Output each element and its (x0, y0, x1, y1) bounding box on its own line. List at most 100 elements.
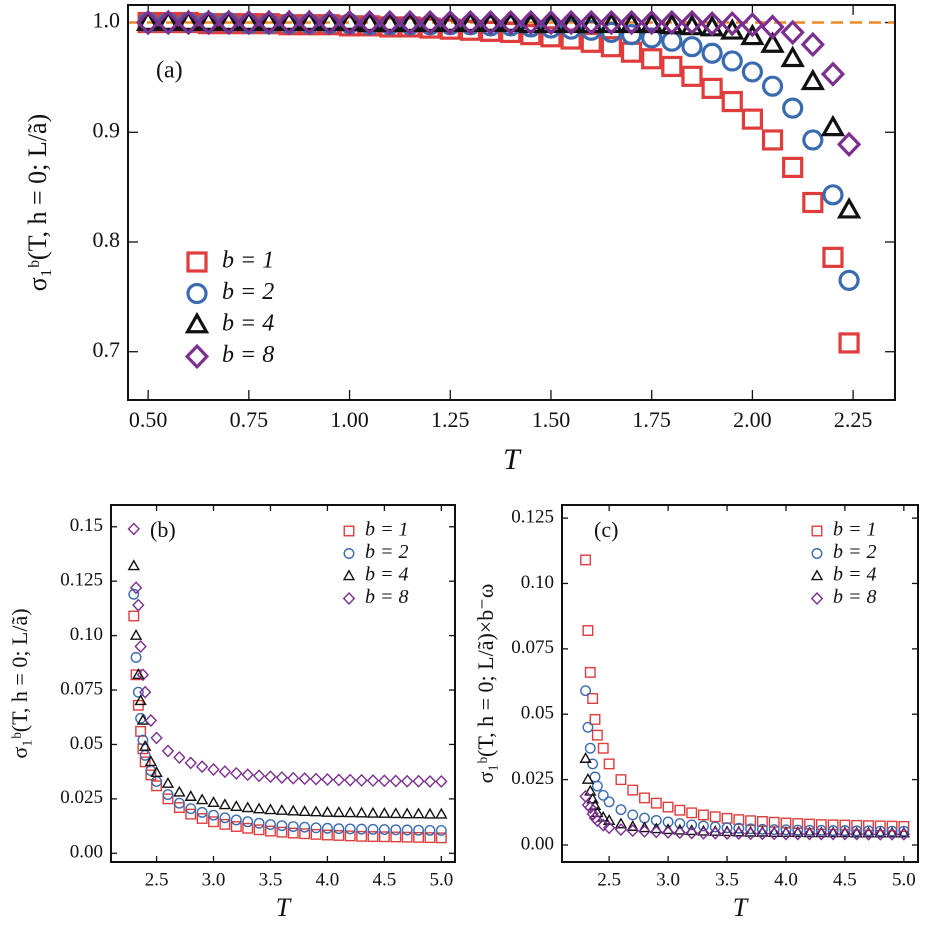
marker-circle (733, 822, 745, 834)
marker-circle (811, 548, 823, 559)
marker-square (709, 811, 721, 823)
marker-circle (321, 822, 333, 834)
marker-diamond (791, 827, 804, 841)
marker-diamond (321, 773, 334, 786)
marker-square (838, 332, 860, 354)
x-tick-label: 2.00 (733, 407, 772, 432)
marker-square (390, 831, 402, 843)
y-tick-label: 0.15 (70, 515, 103, 536)
marker-triangle (127, 559, 140, 571)
marker-triangle (377, 10, 403, 33)
marker-diamond (591, 814, 604, 828)
y-tick-label: 0.125 (511, 506, 554, 527)
marker-diamond (559, 9, 584, 36)
marker-diamond (342, 592, 356, 605)
marker-circle (874, 825, 886, 837)
marker-triangle (602, 814, 616, 825)
marker-diamond (309, 772, 323, 786)
marker-square (886, 820, 898, 832)
marker-square (186, 251, 208, 273)
marker-triangle (264, 803, 277, 815)
axes-frame (110, 504, 456, 863)
marker-circle (756, 823, 768, 835)
x-tick-label: 4.0 (316, 869, 340, 890)
x-tick-label: 0.75 (230, 407, 269, 432)
marker-diamond (317, 9, 342, 36)
marker-diamond (756, 827, 769, 841)
marker-triangle (276, 9, 302, 31)
marker-triangle (820, 114, 846, 137)
marker-triangle (780, 45, 805, 68)
y-tick-label: 0.125 (60, 570, 103, 591)
marker-diamond (438, 9, 463, 36)
x-tick-label: 2.25 (834, 407, 873, 432)
marker-square (276, 826, 288, 838)
marker-diamond (357, 9, 382, 36)
marker-triangle (129, 628, 143, 640)
legend-label: b = 2 (365, 541, 409, 563)
marker-triangle (275, 803, 289, 815)
marker-circle (253, 817, 265, 829)
marker-diamond (850, 827, 863, 841)
legend-label: b = 1 (833, 519, 877, 541)
marker-diamond (277, 9, 302, 36)
legend-label: b = 2 (833, 541, 877, 563)
y-tick-label: 0.7 (93, 337, 121, 362)
marker-triangle (458, 10, 483, 33)
marker-diamond (619, 9, 644, 36)
legend-label: b = 2 (222, 279, 274, 305)
marker-diamond (862, 827, 875, 841)
marker-diamond (136, 668, 150, 682)
marker-diamond (732, 827, 746, 840)
marker-triangle (423, 807, 437, 819)
marker-circle (130, 651, 142, 663)
marker-triangle (173, 785, 186, 797)
y-tick-label: 0.05 (521, 703, 554, 724)
marker-diamond (297, 9, 322, 36)
marker-circle (863, 825, 874, 837)
marker-triangle (342, 569, 356, 581)
marker-circle (886, 825, 898, 837)
marker-circle (741, 61, 763, 83)
marker-triangle (836, 197, 862, 219)
marker-square (701, 77, 723, 99)
marker-circle (390, 824, 402, 836)
marker-circle (686, 819, 698, 831)
marker-diamond (184, 756, 197, 770)
marker-circle (701, 42, 723, 64)
marker-square (333, 829, 345, 841)
marker-diamond (760, 14, 785, 40)
marker-circle (838, 269, 860, 292)
marker-triangle (417, 10, 443, 33)
x-tick-label: 1.50 (532, 407, 571, 432)
marker-square (681, 65, 703, 87)
marker-square (378, 831, 390, 843)
marker-circle (367, 823, 379, 835)
x-tick-label: 4.0 (774, 869, 798, 890)
marker-circle (603, 796, 615, 808)
marker-diamond (264, 770, 277, 784)
y-tick-label: 0.00 (521, 833, 554, 854)
marker-triangle (136, 713, 150, 725)
legend-label: b = 1 (222, 248, 274, 274)
marker-square (698, 809, 709, 821)
marker-square (367, 831, 379, 842)
marker-square (589, 714, 601, 725)
marker-square (822, 246, 844, 268)
marker-square (413, 831, 424, 843)
legend-label: b = 4 (222, 311, 274, 337)
marker-triangle (236, 9, 262, 31)
marker-diamond (584, 801, 597, 815)
marker-circle (230, 814, 242, 826)
marker-diamond (156, 9, 181, 36)
marker-square (344, 830, 356, 842)
marker-triangle (378, 807, 391, 818)
marker-circle (208, 809, 219, 821)
marker-triangle (176, 9, 201, 31)
marker-diamond (412, 774, 425, 788)
marker-diamond (826, 827, 840, 841)
marker-circle (287, 821, 299, 832)
marker-circle (839, 825, 851, 837)
marker-square (863, 820, 874, 832)
x-tick-label: 2.5 (597, 869, 621, 890)
